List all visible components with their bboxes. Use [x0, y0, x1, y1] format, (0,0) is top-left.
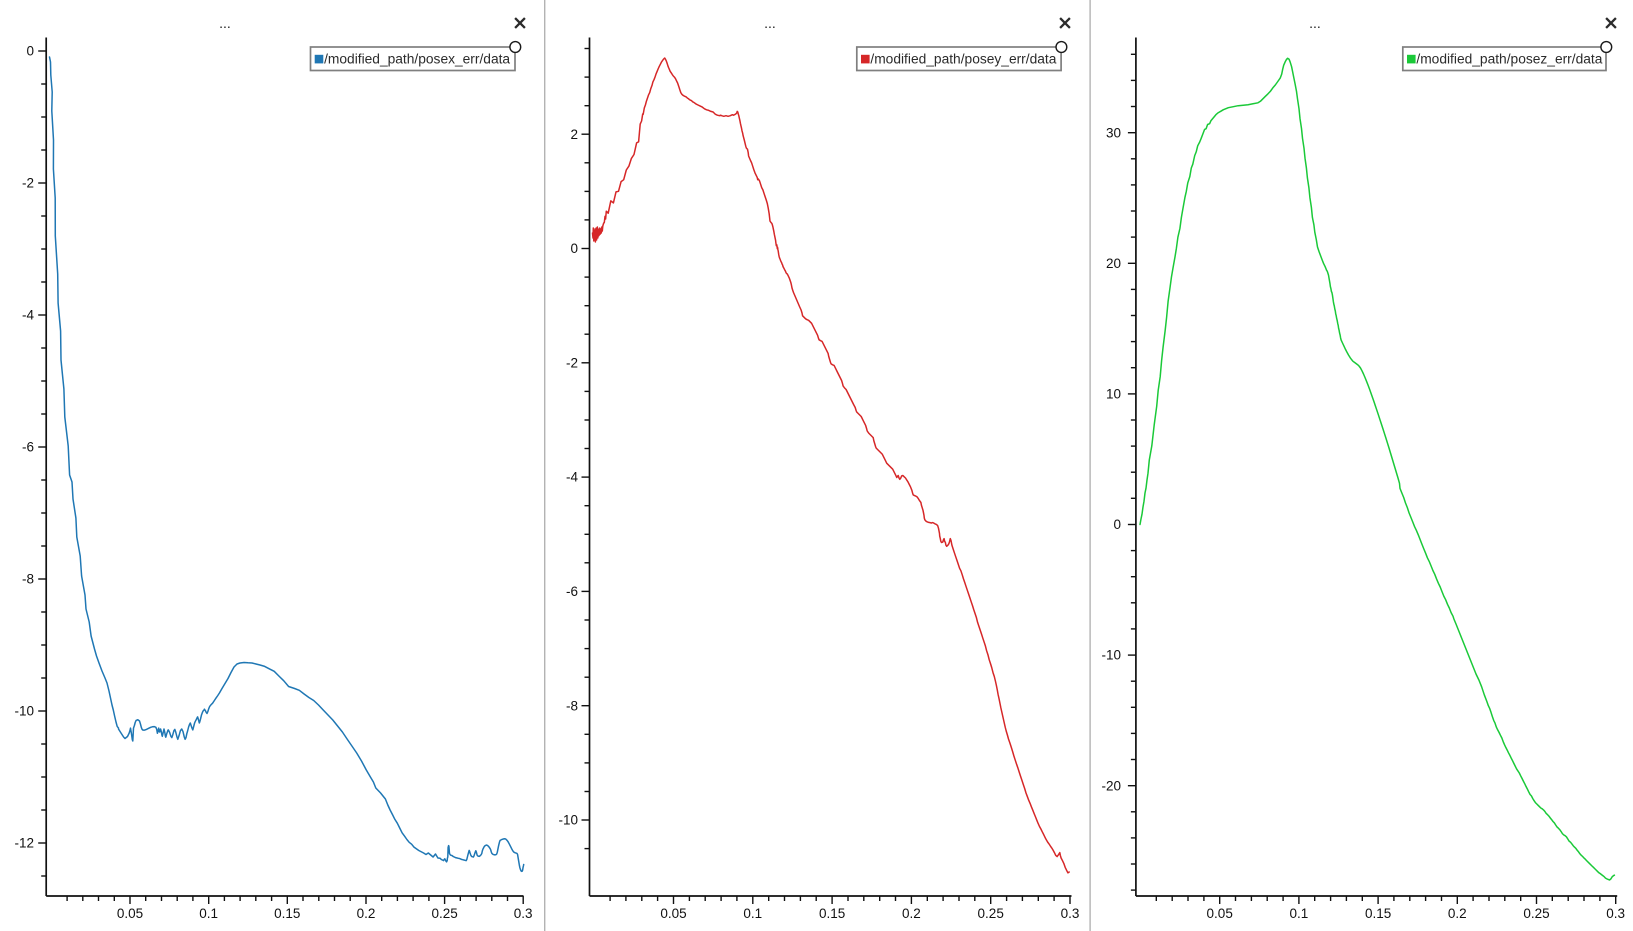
- svg-text:0: 0: [570, 241, 578, 256]
- svg-text:0.15: 0.15: [1365, 906, 1391, 921]
- svg-text:0.3: 0.3: [514, 906, 533, 921]
- svg-text:2: 2: [570, 127, 578, 142]
- svg-text:-8: -8: [22, 572, 34, 587]
- svg-text:10: 10: [1106, 387, 1121, 402]
- svg-text:/modified_path/posex_err/data: /modified_path/posex_err/data: [324, 52, 510, 68]
- svg-text:0.15: 0.15: [819, 906, 845, 921]
- svg-text:-4: -4: [566, 470, 578, 485]
- svg-text:...: ...: [1309, 15, 1321, 31]
- svg-text:0.3: 0.3: [1606, 906, 1625, 921]
- svg-text:/modified_path/posey_err/data: /modified_path/posey_err/data: [870, 52, 1056, 68]
- svg-text:0.25: 0.25: [431, 906, 457, 921]
- svg-text:0.05: 0.05: [660, 906, 686, 921]
- svg-text:0.15: 0.15: [274, 906, 300, 921]
- svg-text:-10: -10: [1101, 648, 1121, 663]
- svg-text:0.1: 0.1: [1290, 906, 1309, 921]
- svg-text:0: 0: [26, 44, 34, 59]
- svg-text:0.2: 0.2: [357, 906, 376, 921]
- svg-text:0.3: 0.3: [1061, 906, 1080, 921]
- svg-text:0.2: 0.2: [902, 906, 921, 921]
- svg-text:/modified_path/posez_err/data: /modified_path/posez_err/data: [1416, 52, 1602, 68]
- svg-text:...: ...: [764, 15, 776, 31]
- svg-text:0.25: 0.25: [1523, 906, 1549, 921]
- svg-text:30: 30: [1106, 125, 1121, 140]
- svg-text:-20: -20: [1101, 778, 1121, 793]
- svg-text:-10: -10: [558, 813, 578, 828]
- svg-text:-10: -10: [14, 704, 34, 719]
- svg-text:0.1: 0.1: [743, 906, 762, 921]
- svg-text:0: 0: [1113, 517, 1121, 532]
- svg-text:0.05: 0.05: [117, 906, 143, 921]
- svg-text:-2: -2: [566, 355, 578, 370]
- svg-text:-4: -4: [22, 308, 34, 323]
- svg-text:-6: -6: [566, 584, 578, 599]
- svg-text:-6: -6: [22, 440, 34, 455]
- svg-text:-12: -12: [14, 836, 34, 851]
- svg-text:-8: -8: [566, 698, 578, 713]
- svg-text:0.1: 0.1: [199, 906, 218, 921]
- svg-text:20: 20: [1106, 256, 1121, 271]
- svg-text:0.2: 0.2: [1448, 906, 1467, 921]
- svg-text:-2: -2: [22, 176, 34, 191]
- svg-text:0.05: 0.05: [1207, 906, 1233, 921]
- svg-text:...: ...: [219, 15, 231, 31]
- svg-text:0.25: 0.25: [978, 906, 1004, 921]
